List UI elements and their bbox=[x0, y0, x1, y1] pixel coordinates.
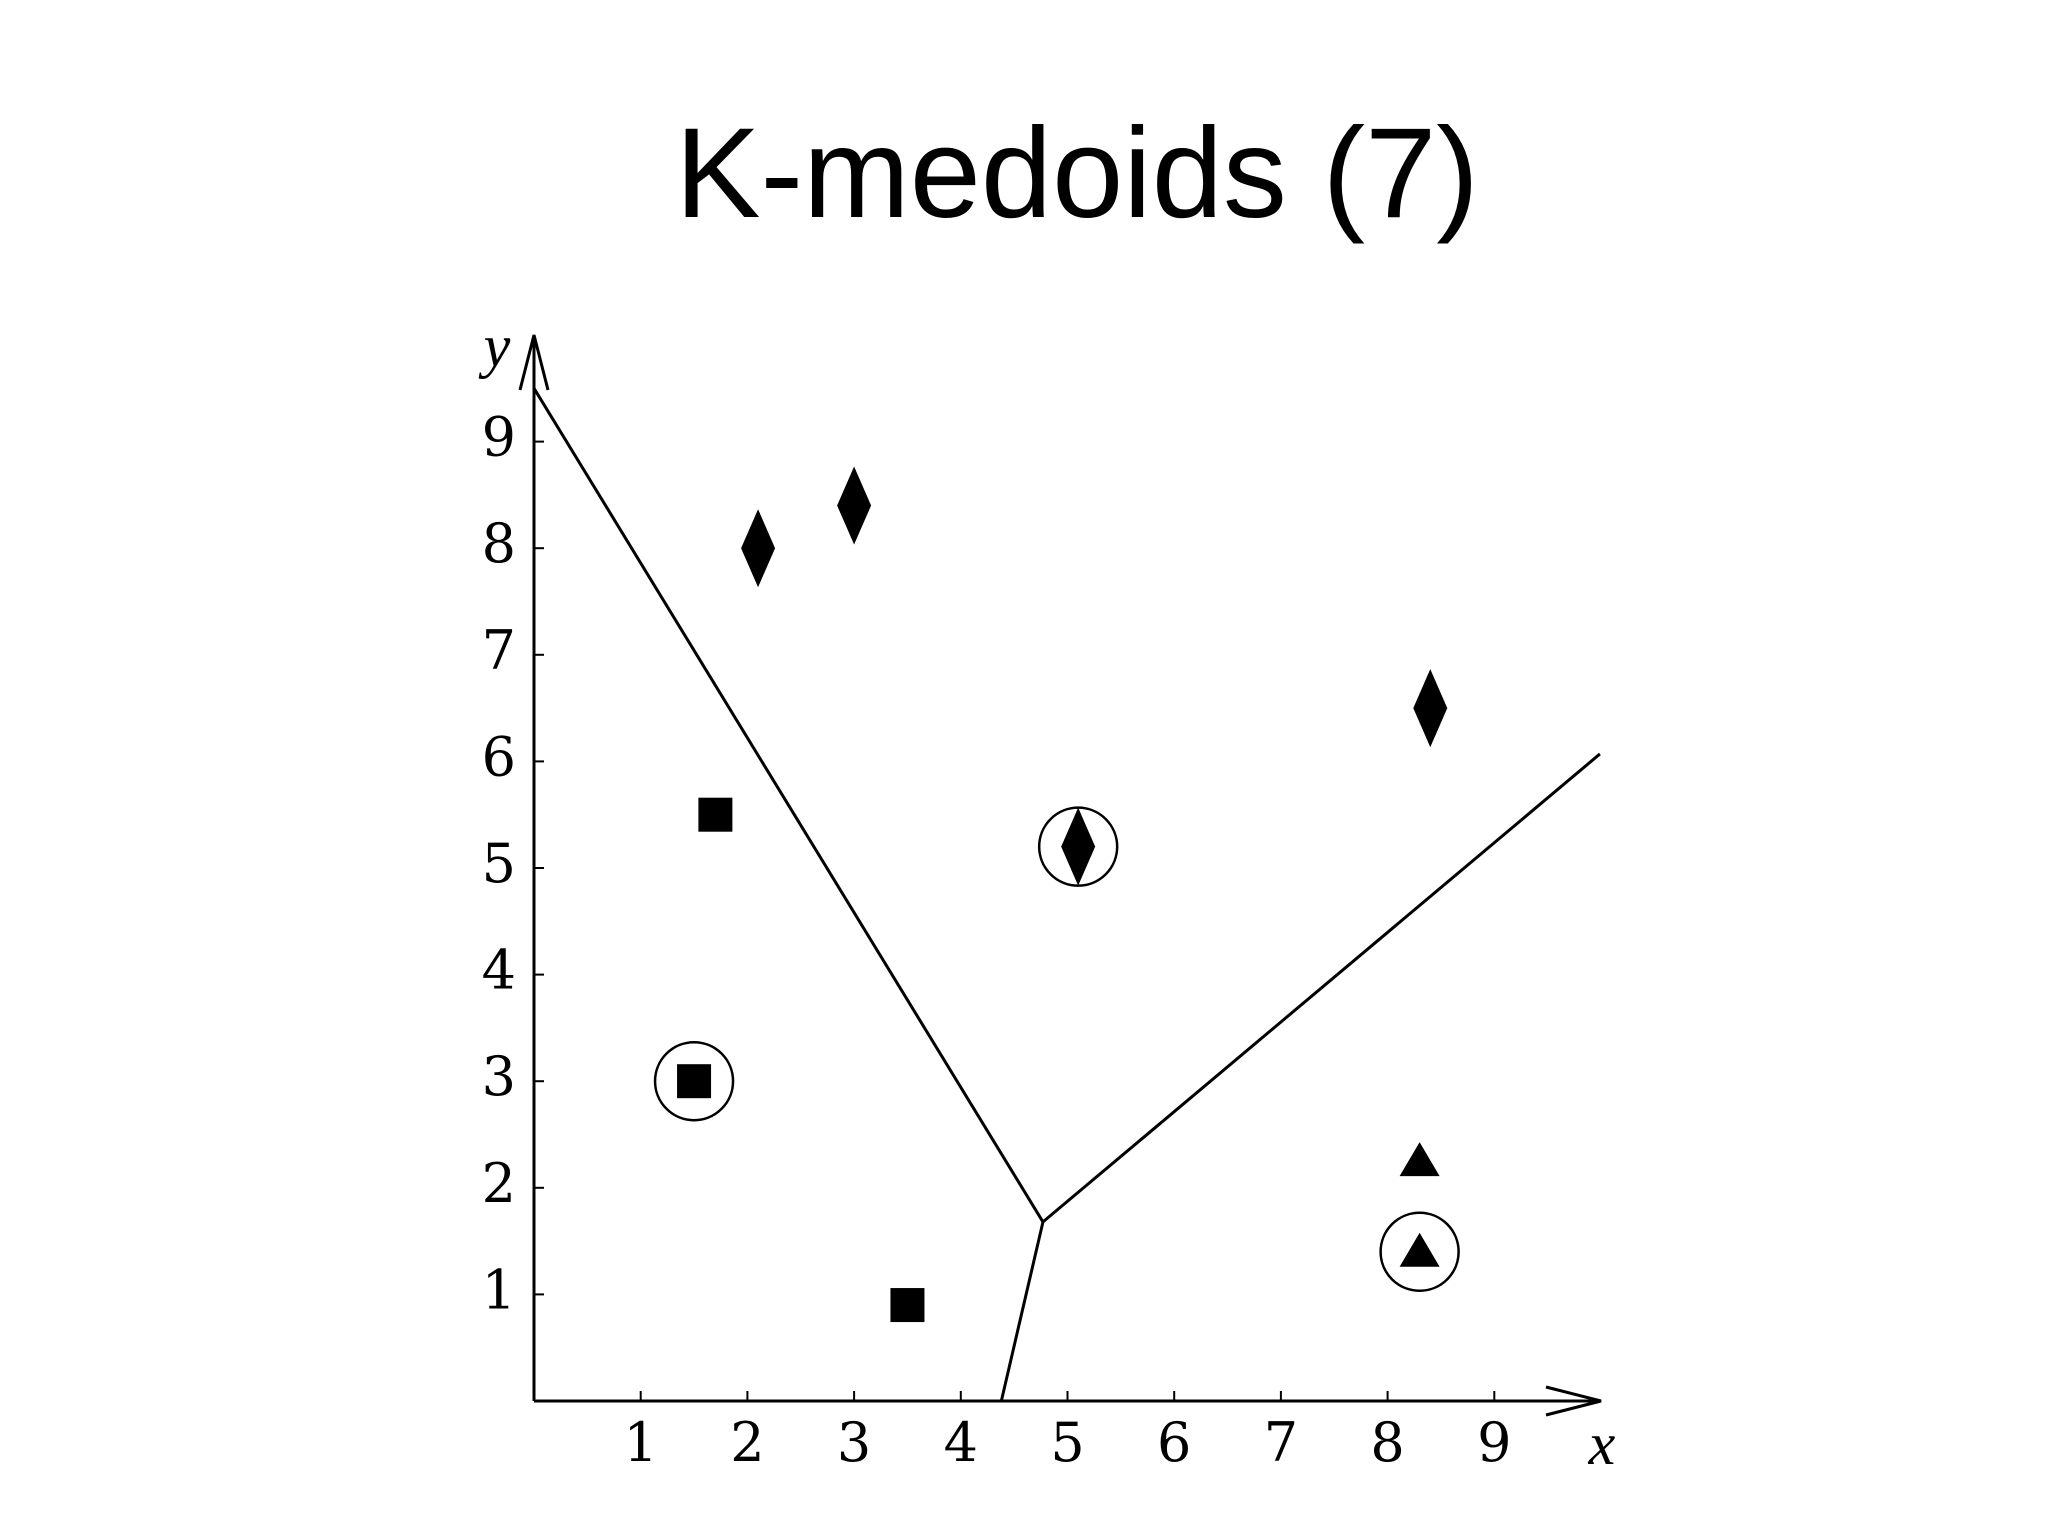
boundary-line bbox=[532, 387, 1045, 1223]
x-tick-label: 9 bbox=[1477, 1411, 1511, 1474]
y-axis-arrow bbox=[518, 334, 550, 391]
y-tick-label: 9 bbox=[482, 406, 516, 469]
boundary-line bbox=[1041, 752, 1601, 1224]
diamond-point bbox=[837, 466, 872, 545]
diamond-point bbox=[1061, 807, 1096, 886]
y-tick-label: 8 bbox=[482, 512, 516, 575]
square-point bbox=[890, 1288, 925, 1323]
medoid-circle bbox=[1379, 1211, 1460, 1293]
y-tick-label: 5 bbox=[482, 832, 516, 895]
x-tick-label: 4 bbox=[944, 1411, 978, 1474]
square-point bbox=[677, 1064, 712, 1099]
medoid-circle bbox=[653, 1040, 735, 1122]
chart-title: K-medoids (7) bbox=[675, 102, 1479, 245]
x-tick-label: 6 bbox=[1157, 1411, 1191, 1474]
x-tick-label: 8 bbox=[1370, 1411, 1404, 1474]
triangle-point bbox=[1399, 1142, 1440, 1177]
y-tick-label: 2 bbox=[482, 1152, 516, 1215]
diamond-point bbox=[741, 509, 776, 588]
boundary-line bbox=[999, 1221, 1045, 1402]
x-tick-label: 7 bbox=[1264, 1411, 1298, 1474]
y-tick-label: 6 bbox=[482, 725, 516, 788]
x-tick-label: 1 bbox=[624, 1411, 658, 1474]
x-axis-label: x bbox=[1588, 1411, 1616, 1477]
y-tick-label: 7 bbox=[482, 619, 516, 682]
y-tick-label: 3 bbox=[482, 1045, 516, 1108]
square-point bbox=[698, 797, 733, 832]
x-tick-label: 5 bbox=[1050, 1411, 1084, 1474]
y-axis-label: y bbox=[478, 313, 511, 379]
x-tick-label: 2 bbox=[730, 1411, 764, 1474]
y-tick-label: 4 bbox=[482, 939, 516, 1002]
x-axis-arrow bbox=[1545, 1385, 1602, 1417]
y-tick-label: 1 bbox=[482, 1258, 516, 1321]
x-tick-label: 3 bbox=[837, 1411, 871, 1474]
diamond-point bbox=[1413, 669, 1448, 748]
triangle-point bbox=[1399, 1232, 1440, 1267]
